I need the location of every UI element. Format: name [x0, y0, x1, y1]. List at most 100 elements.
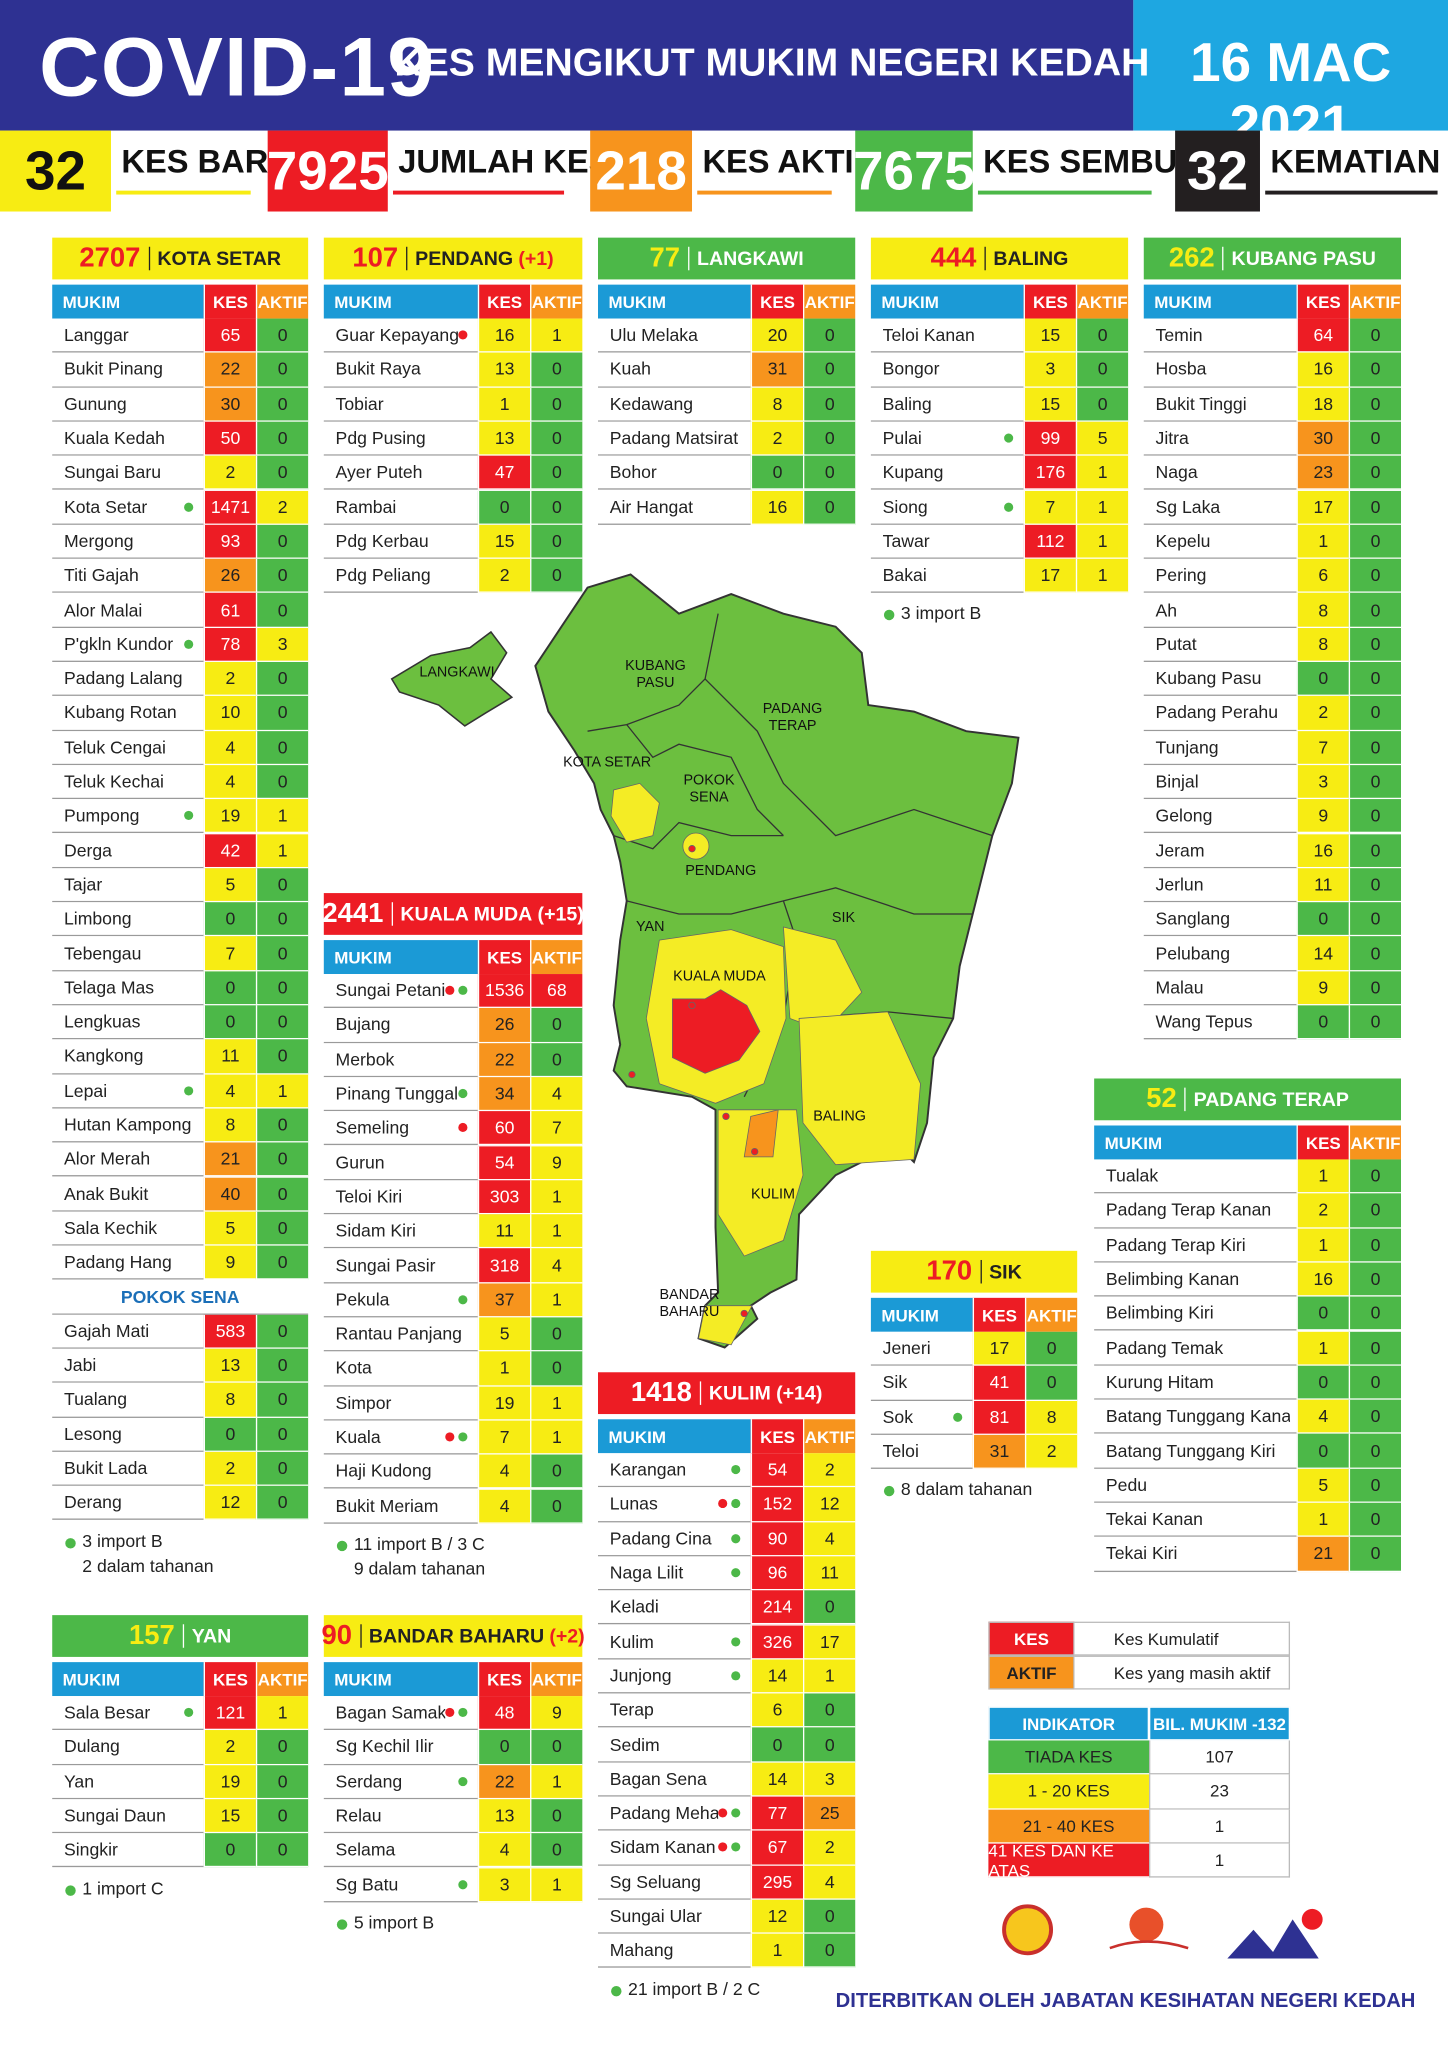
mukim-cell: Pulai — [870, 421, 1024, 456]
mukim-name: Tualak — [1105, 1166, 1159, 1186]
aktif-cell: 0 — [255, 1142, 309, 1178]
mukim-name: Tekai Kiri — [1105, 1543, 1178, 1564]
kes-cell: 8 — [203, 1108, 256, 1143]
mukim-name: Padang Temak — [1105, 1337, 1224, 1358]
mukim-name: Teloi Kiri — [335, 1186, 403, 1207]
indicator-label: 41 KES DAN KE ATAS — [988, 1840, 1149, 1880]
kes-cell: 0 — [1296, 1005, 1349, 1040]
aktif-cell: 0 — [1075, 318, 1129, 353]
mukim-cell: Singkir — [52, 1833, 204, 1868]
aktif-cell: 2 — [802, 1830, 856, 1866]
aktif-cell: 0 — [1348, 902, 1401, 937]
kes-cell: 30 — [203, 387, 256, 422]
mukim-name: Padang Lalang — [63, 668, 183, 689]
map-label: BANDAR BAHARU — [659, 1287, 720, 1321]
aktif-cell: 0 — [530, 1833, 583, 1868]
mukim-name: Kuala — [335, 1427, 381, 1447]
kes-cell: 1 — [477, 387, 531, 422]
kes-cell: 0 — [477, 1730, 531, 1765]
mukim-cell: Langgar — [52, 318, 204, 353]
mukim-cell: Binjal — [1143, 764, 1297, 800]
mukim-cell: Bukit Tinggi — [1143, 387, 1297, 422]
mukim-cell: Relau — [323, 1799, 478, 1834]
aktif-cell: 0 — [530, 1454, 583, 1490]
marker-dot — [445, 1432, 455, 1442]
separator — [391, 902, 393, 926]
note-dot — [883, 610, 895, 621]
marker-dot — [731, 1499, 741, 1509]
kes-cell: 8 — [1296, 593, 1349, 628]
mukim-name: Pumpong — [63, 806, 140, 826]
stat-underline — [977, 190, 1152, 195]
column-header: AKTIF — [255, 284, 309, 319]
stat-value: 218 — [590, 130, 693, 212]
mukim-cell: Kupang — [870, 455, 1024, 491]
mukim-cell: Padang Lalang — [52, 661, 204, 697]
map-langkawi — [390, 630, 514, 727]
aktif-cell: 0 — [530, 421, 583, 456]
aktif-cell: 0 — [1348, 318, 1401, 353]
district-name: LANGKAWI — [697, 247, 804, 270]
kes-cell: 19 — [477, 1386, 531, 1421]
aktif-cell: 0 — [255, 1764, 309, 1800]
district-change: (+1) — [518, 247, 554, 270]
aktif-cell: 5 — [1075, 421, 1129, 456]
column-header: KES — [1296, 284, 1349, 319]
kes-cell: 14 — [750, 1659, 803, 1694]
mukim-name: Jabi — [63, 1355, 97, 1376]
kes-cell: 13 — [203, 1348, 256, 1384]
kes-cell: 0 — [203, 1005, 256, 1040]
map-label: KOTA SETAR — [563, 754, 652, 771]
marker-dot — [458, 985, 468, 996]
legend-key: AKTIF — [988, 1655, 1075, 1690]
kes-cell: 48 — [477, 1696, 531, 1731]
mukim-cell: Sungai Baru — [52, 455, 204, 491]
mukim-name: Sg Kechil Ilir — [335, 1737, 434, 1757]
aktif-cell: 0 — [1348, 1005, 1401, 1040]
map-label: SIK — [831, 910, 856, 926]
kes-cell: 13 — [477, 421, 531, 456]
district-header: 1418 KULIM (+14) — [598, 1372, 856, 1415]
kes-cell: 16 — [1296, 1262, 1349, 1297]
kes-cell: 21 — [1296, 1537, 1349, 1572]
aktif-cell: 1 — [530, 1386, 583, 1421]
mukim-cell: P'gkln Kundor — [52, 627, 204, 662]
note: 1 import C — [82, 1878, 164, 1898]
mukim-cell: Sidam Kanan — [598, 1830, 751, 1866]
mukim-name: Bukit Lada — [63, 1458, 148, 1479]
kes-cell: 318 — [477, 1248, 531, 1284]
kes-cell: 1 — [750, 1933, 803, 1969]
kes-cell: 1 — [1296, 1159, 1349, 1194]
aktif-cell: 0 — [1348, 524, 1401, 559]
mukim-name: Lepai — [63, 1080, 108, 1101]
aktif-cell: 0 — [1348, 936, 1401, 972]
mukim-name: Keladi — [609, 1597, 659, 1617]
stat-label: KES SEMBUH — [983, 143, 1201, 181]
footer: DITERBITKAN OLEH JABATAN KESIHATAN NEGER… — [835, 1989, 1416, 2013]
aktif-cell: 0 — [802, 1727, 856, 1763]
kes-cell: 1 — [477, 1351, 531, 1387]
mukim-cell: Kuah — [598, 352, 751, 388]
mukim-cell: Sala Besar — [52, 1696, 204, 1731]
mukim-name: Bukit Pinang — [63, 359, 163, 380]
aktif-cell: 0 — [255, 1833, 309, 1868]
kes-cell: 16 — [750, 490, 803, 525]
kes-cell: 0 — [750, 455, 803, 491]
mukim-name: P'gkln Kundor — [63, 634, 174, 654]
aktif-cell: 0 — [802, 490, 856, 525]
kes-cell: 37 — [477, 1283, 531, 1318]
mukim-name: Sok — [882, 1407, 914, 1427]
district-total: 2441 — [322, 898, 384, 929]
mukim-name: Padang Matsirat — [609, 428, 739, 448]
district-name: SIK — [989, 1260, 1022, 1283]
mukim-name: Ayer Puteh — [335, 462, 423, 483]
mukim-cell: Bagan Samak — [323, 1696, 478, 1731]
mukim-name: Junjong — [609, 1665, 672, 1686]
mukim-name: Serdang — [335, 1771, 403, 1792]
mukim-name: Terap — [609, 1700, 654, 1720]
mukim-cell: Ayer Puteh — [323, 455, 478, 491]
date: 16 MAC 2021 — [1190, 31, 1392, 156]
mukim-name: Jerlun — [1155, 874, 1204, 895]
aktif-cell: 0 — [255, 1314, 309, 1349]
mukim-name: Pedu — [1105, 1475, 1148, 1495]
